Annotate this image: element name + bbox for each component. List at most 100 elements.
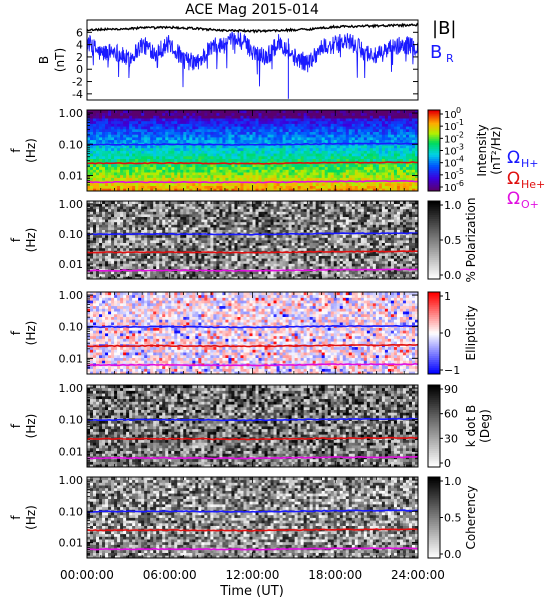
spectrogram-cell: [129, 185, 133, 189]
spectrogram-cell: [204, 214, 208, 217]
spectrogram-cell: [138, 185, 142, 189]
spectrogram-cell: [111, 147, 115, 151]
spectrogram-cell: [126, 214, 130, 217]
spectrogram-cell: [108, 110, 112, 114]
spectrogram-cell: [126, 134, 130, 138]
spectrogram-cell: [216, 174, 220, 178]
spectrogram-cell: [90, 271, 94, 275]
spectrogram-cell: [210, 137, 214, 141]
spectrogram-cell: [198, 177, 202, 181]
spectrogram-cell: [369, 177, 374, 181]
spectrogram-cell: [249, 166, 253, 170]
spectrogram-cell: [156, 134, 160, 138]
spectrogram-cell: [183, 237, 187, 241]
spectrogram-cell: [219, 211, 223, 215]
spectrogram-cell: [192, 242, 196, 246]
spectrogram-cell: [135, 211, 139, 215]
spectrogram-cell: [312, 134, 317, 138]
spectrogram-cell: [174, 128, 178, 132]
spectrogram-cell: [276, 139, 280, 143]
spectrogram-cell: [231, 216, 235, 220]
spectrogram-cell: [348, 158, 353, 162]
spectrogram-cell: [171, 128, 175, 132]
spectrogram-cell: [141, 145, 145, 149]
spectrogram-cell: [414, 112, 419, 116]
spectrogram-cell: [210, 188, 214, 192]
spectrogram-cell: [342, 147, 347, 151]
spectrogram-cell: [225, 234, 229, 238]
spectrogram-cell: [306, 128, 311, 132]
spectrogram-cell: [90, 172, 94, 176]
spectrogram-cell: [132, 137, 136, 141]
spectrogram-cell: [315, 182, 320, 186]
spectrogram-cell: [333, 182, 338, 186]
spectrogram-cell: [288, 139, 293, 143]
spectrogram-cell: [195, 237, 199, 241]
spectrogram-cell: [225, 247, 229, 251]
spectrogram-cell: [144, 147, 148, 151]
spectrogram-cell: [186, 110, 190, 114]
spectrogram-cell: [225, 158, 229, 162]
spectrogram-cell: [204, 266, 208, 269]
spectrogram-cell: [90, 255, 94, 259]
spectrogram-cell: [333, 158, 338, 162]
spectrogram-cell: [105, 214, 109, 217]
spectrogram-cell: [279, 155, 283, 159]
spectrogram-cell: [186, 137, 190, 141]
spectrogram-cell: [237, 240, 241, 243]
spectrogram-cell: [195, 203, 199, 207]
spectrogram-cell: [327, 110, 332, 114]
spectrogram-cell: [321, 128, 326, 132]
spectrogram-cell: [315, 177, 320, 181]
spectrogram-cell: [354, 174, 359, 178]
spectrogram-cell: [240, 137, 244, 141]
spectrogram-cell: [165, 208, 169, 212]
spectrogram-cell: [234, 276, 238, 280]
spectrogram-cell: [156, 145, 160, 149]
spectrogram-cell: [99, 216, 103, 220]
spectrogram-cell: [135, 271, 139, 275]
spectrogram-cell: [207, 169, 211, 173]
spectrogram-cell: [198, 258, 202, 262]
spectrogram-cell: [396, 145, 401, 149]
spectrogram-cell: [192, 216, 196, 220]
spectrogram-cell: [177, 185, 181, 189]
spectrogram-cell: [237, 134, 241, 138]
spectrogram-cell: [150, 266, 154, 269]
spectrogram-cell: [297, 158, 302, 162]
spectrogram-cell: [309, 174, 314, 178]
spectrogram-cell: [390, 112, 395, 116]
spectrogram-cell: [366, 174, 371, 178]
spectrogram-cell: [111, 153, 115, 157]
spectrogram-cell: [108, 253, 112, 256]
spectrogram-cell: [129, 164, 133, 168]
spectrogram-cell: [387, 145, 392, 149]
spectrogram-cell: [114, 260, 118, 264]
spectrogram-cell: [219, 118, 223, 122]
spectrogram-cell: [117, 147, 121, 151]
spectrogram-cell: [135, 110, 139, 114]
spectrogram-cell: [210, 115, 214, 119]
spectrogram-cell: [138, 208, 142, 212]
spectrogram-cell: [99, 174, 103, 178]
spectrogram-cell: [129, 147, 133, 151]
spectrogram-cell: [135, 169, 139, 173]
spectrogram-cell: [378, 188, 383, 192]
spectrogram-cell: [120, 147, 124, 151]
spectrogram-cell: [378, 172, 383, 176]
spectrogram-cell: [147, 177, 151, 181]
spectrogram-cell: [186, 224, 190, 228]
spectrogram-cell: [408, 123, 413, 127]
spectrogram-cell: [105, 112, 109, 116]
spectrogram-cell: [96, 128, 100, 132]
spectrogram-cell: [222, 221, 226, 225]
spectrogram-cell: [282, 188, 286, 192]
spectrogram-cell: [288, 110, 293, 114]
spectrogram-cell: [147, 206, 151, 210]
spectrogram-cell: [171, 214, 175, 217]
spectrogram-cell: [96, 153, 100, 157]
spectrogram-cell: [255, 120, 259, 124]
spectrogram-cell: [108, 158, 112, 162]
y-tick-label: 0.01: [59, 170, 84, 183]
spectrogram-cell: [384, 172, 389, 176]
